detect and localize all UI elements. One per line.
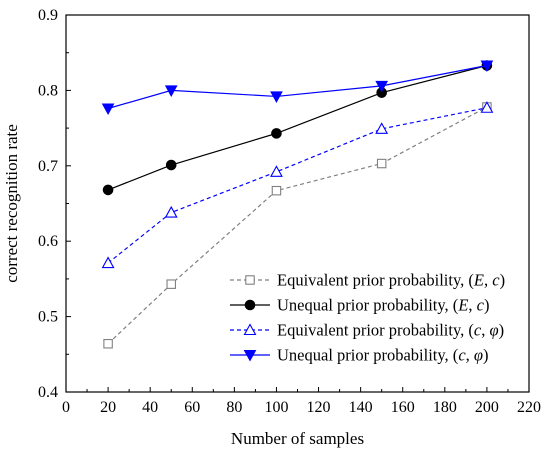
series-3-point (101, 256, 115, 269)
series-3 (101, 101, 494, 269)
legend-label-part: Equivalent prior probability, ( (277, 271, 474, 290)
series-4-line (107, 64, 488, 110)
legend-label-part: ) (499, 321, 505, 340)
x-tick-label: 140 (349, 399, 373, 416)
y-tick-label: 0.8 (38, 82, 58, 99)
legend-marker-icon (243, 323, 257, 336)
series-layer (101, 60, 494, 349)
x-tick-label: 40 (142, 399, 158, 416)
y-axis-title: correct recognition rate (2, 124, 21, 283)
legend-label-part: E (457, 296, 468, 315)
legend-label-part: , (466, 346, 474, 365)
legend-marker-icon (243, 350, 257, 362)
x-tick-label: 200 (475, 399, 499, 416)
series-1-point (271, 185, 282, 196)
x-tick-label: 20 (100, 399, 116, 416)
legend-item-2: Unequal prior probability, (E, c) (230, 296, 489, 315)
y-tick-label: 0.4 (38, 384, 58, 401)
series-3-point (375, 122, 389, 134)
x-tick-label: 0 (62, 399, 70, 416)
series-1-point (376, 158, 387, 169)
x-tick-label: 180 (433, 399, 457, 416)
series-4-point (164, 85, 178, 97)
series-2-point (271, 128, 282, 139)
legend-label: Equivalent prior probability, (E, c) (277, 271, 505, 290)
series-3-point (164, 205, 178, 218)
legend-label-part: c (458, 346, 466, 365)
y-tick-label: 0.6 (38, 233, 58, 250)
series-3-point (270, 165, 283, 177)
series-4-point (270, 91, 283, 103)
legend-label-part: Equivalent prior probability, ( (277, 321, 474, 340)
legend-label-part: ) (500, 271, 506, 290)
x-tick-label: 100 (264, 399, 288, 416)
series-2-line (107, 64, 488, 191)
x-tick-label: 160 (391, 399, 415, 416)
legend-marker-icon (245, 275, 255, 285)
legend-label-part: φ (489, 321, 498, 340)
legend-item-3: Equivalent prior probability, (c, φ) (230, 321, 504, 340)
series-3-line (107, 107, 488, 264)
legend-item-1: Equivalent prior probability, (E, c) (230, 271, 505, 290)
legend: Equivalent prior probability, (E, c)Uneq… (230, 271, 505, 365)
series-1-point (103, 338, 113, 349)
legend-label: Unequal prior probability, (E, c) (277, 296, 489, 315)
legend-label-part: c (474, 321, 482, 340)
legend-label-part: φ (474, 346, 483, 365)
x-tick-label: 60 (184, 399, 200, 416)
y-tick-label: 0.7 (38, 158, 58, 175)
series-4-point (480, 60, 494, 73)
legend-label-part: ) (484, 296, 490, 315)
series-2 (102, 60, 493, 196)
x-tick-label: 220 (517, 399, 541, 416)
series-4-point (375, 80, 389, 93)
x-axis-title: Number of samples (231, 429, 364, 448)
x-tick-label: 120 (307, 399, 331, 416)
x-tick-label: 80 (226, 399, 242, 416)
series-4 (101, 60, 494, 116)
legend-label-part: E (473, 271, 484, 290)
y-tick-label: 0.9 (38, 7, 58, 24)
series-3-point (480, 101, 494, 113)
series-4-point (101, 103, 115, 116)
series-2-point (165, 159, 177, 171)
legend-label-part: Unequal prior probability, ( (277, 296, 458, 315)
legend-marker-icon (244, 299, 256, 311)
legend-label: Equivalent prior probability, (c, φ) (277, 321, 504, 340)
legend-label-part: Unequal prior probability, ( (277, 346, 458, 365)
legend-label-part: , (484, 271, 492, 290)
legend-item-4: Unequal prior probability, (c, φ) (230, 346, 489, 365)
legend-label-part: c (492, 271, 500, 290)
legend-label: Unequal prior probability, (c, φ) (277, 346, 489, 365)
legend-label-part: , (468, 296, 476, 315)
series-2-point (102, 184, 114, 196)
y-tick-label: 0.5 (38, 309, 58, 326)
axes: 0 20 40 60 80 100 120 140 160 180 200 220 0.4 0.5 0.6 0… (38, 7, 541, 416)
legend-label-part: , (481, 321, 489, 340)
series-1-point (166, 279, 176, 289)
legend-label-part: ) (483, 346, 489, 365)
legend-label-part: c (477, 296, 485, 315)
